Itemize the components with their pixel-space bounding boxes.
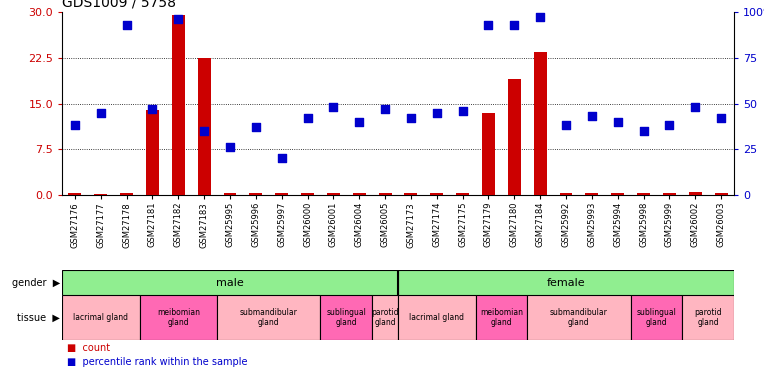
Text: GDS1009 / 5758: GDS1009 / 5758 (62, 0, 176, 10)
Bar (62, 295, 140, 340)
Point (302, 115, 314, 121)
Point (715, 115, 727, 121)
Text: gender  ▶: gender ▶ (11, 278, 60, 288)
Bar (398, 270, 734, 295)
Bar (585, 193, 598, 195)
Text: male: male (216, 278, 244, 288)
Bar (508, 79, 521, 195)
Bar (94, 194, 107, 195)
Text: ■  percentile rank within the sample: ■ percentile rank within the sample (67, 357, 248, 367)
Text: lacrimal gland: lacrimal gland (73, 313, 128, 322)
Point (431, 110, 443, 116)
Bar (689, 192, 701, 195)
Bar (404, 193, 417, 195)
Bar (275, 193, 288, 195)
Text: sublingual
gland: sublingual gland (326, 308, 366, 327)
Text: meibomian
gland: meibomian gland (157, 308, 200, 327)
Point (663, 123, 675, 129)
Text: lacrimal gland: lacrimal gland (410, 313, 465, 322)
Bar (430, 193, 443, 195)
Bar (611, 193, 624, 195)
Point (250, 124, 262, 130)
Bar (217, 295, 320, 340)
Bar (69, 193, 82, 195)
Bar (62, 270, 398, 295)
Bar (327, 193, 340, 195)
Bar (120, 193, 133, 195)
Bar (353, 193, 366, 195)
Bar (320, 295, 372, 340)
Point (353, 119, 365, 125)
Text: parotid
gland: parotid gland (694, 308, 722, 327)
Bar (172, 15, 185, 195)
Bar (249, 193, 262, 195)
Text: sublingual
gland: sublingual gland (636, 308, 676, 327)
Bar (482, 112, 495, 195)
Point (224, 144, 236, 150)
Point (172, 16, 184, 22)
Text: ■  count: ■ count (67, 343, 110, 353)
Point (198, 128, 210, 134)
Text: parotid
gland: parotid gland (371, 308, 399, 327)
Point (327, 104, 339, 110)
Point (560, 123, 572, 129)
Point (121, 22, 133, 28)
Point (457, 108, 469, 114)
Point (276, 155, 288, 161)
Point (534, 15, 546, 21)
Text: submandibular
gland: submandibular gland (550, 308, 608, 327)
Bar (534, 52, 546, 195)
Bar (637, 193, 650, 195)
Point (637, 128, 649, 134)
Bar (146, 110, 159, 195)
Bar (379, 193, 391, 195)
Bar (663, 193, 676, 195)
Bar (224, 193, 237, 195)
Point (405, 115, 417, 121)
Bar (559, 193, 572, 195)
Bar (456, 193, 469, 195)
Point (482, 22, 494, 28)
Point (586, 113, 598, 119)
Point (69, 123, 81, 129)
Bar (198, 58, 211, 195)
Bar (475, 295, 527, 340)
Bar (682, 295, 734, 340)
Point (95, 110, 107, 116)
Point (147, 106, 159, 112)
Text: submandibular
gland: submandibular gland (240, 308, 298, 327)
Bar (630, 295, 682, 340)
Bar (398, 295, 475, 340)
Bar (714, 193, 727, 195)
Bar (301, 193, 314, 195)
Text: tissue  ▶: tissue ▶ (17, 312, 60, 322)
Text: female: female (547, 278, 585, 288)
Point (689, 104, 701, 110)
Point (611, 119, 623, 125)
Bar (140, 295, 217, 340)
Bar (527, 295, 630, 340)
Bar (372, 295, 398, 340)
Text: meibomian
gland: meibomian gland (480, 308, 523, 327)
Point (379, 106, 391, 112)
Point (508, 22, 520, 28)
